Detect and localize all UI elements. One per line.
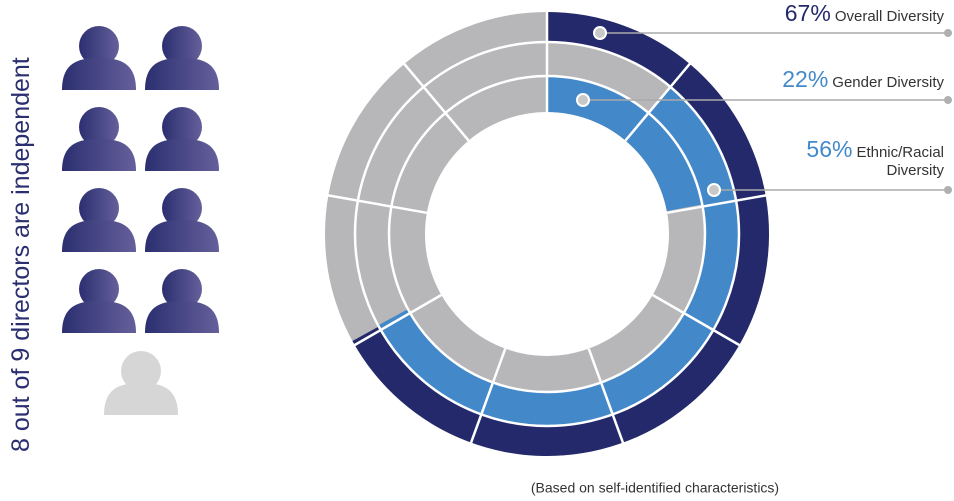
leaders: [576, 26, 952, 197]
person-body: [104, 383, 178, 415]
leader-end: [944, 29, 952, 37]
person-body: [62, 220, 136, 252]
segment-divider: [624, 62, 692, 142]
person-body: [145, 301, 219, 333]
person-head: [79, 188, 119, 228]
directors-caption: 8 out of 9 directors are independent: [7, 57, 35, 452]
person-icon: [104, 351, 178, 415]
person-icon: [62, 269, 136, 333]
person-icon: [145, 188, 219, 252]
ring-label: 56% Ethnic/Racial Diversity: [784, 138, 944, 180]
leader-dot: [576, 93, 590, 107]
person-icon: [145, 26, 219, 90]
caption-text: directors are independent: [7, 57, 35, 341]
person-head: [79, 107, 119, 147]
person-icon: [62, 107, 136, 171]
ring-value-label: 56%: [806, 136, 853, 162]
person-body: [62, 139, 136, 171]
person-icon: [62, 26, 136, 90]
ring-name: Ethnic/Racial Diversity: [856, 144, 944, 179]
segment-divider: [666, 194, 767, 215]
total-count: 9: [7, 348, 35, 362]
ring-label: 67% Overall Diversity: [644, 2, 944, 26]
person-body: [145, 58, 219, 90]
person-icon: [62, 188, 136, 252]
ring-label: 22% Gender Diversity: [644, 68, 944, 92]
person-head: [162, 26, 202, 66]
ring-divider: [353, 40, 741, 428]
person-head: [162, 107, 202, 147]
ring-name: Gender Diversity: [832, 74, 944, 91]
person-body: [145, 139, 219, 171]
caption-text: out of: [7, 369, 35, 432]
leader-end: [944, 96, 952, 104]
person-body: [62, 301, 136, 333]
ring-name: Overall Diversity: [834, 8, 944, 25]
independent-count: 8: [7, 438, 35, 452]
leader-dot: [707, 183, 721, 197]
person-head: [79, 26, 119, 66]
segment-divider: [652, 293, 741, 347]
segment-divider: [327, 194, 428, 215]
person-head: [79, 269, 119, 309]
ring-value-label: 67%: [784, 0, 831, 26]
ring-divider: [387, 74, 707, 394]
donut: [325, 11, 769, 457]
director-icons: [62, 26, 219, 415]
leader-end: [944, 186, 952, 194]
person-head: [121, 351, 161, 391]
person-icon: [145, 269, 219, 333]
person-body: [62, 58, 136, 90]
segment-divider: [469, 348, 507, 444]
segment-divider: [587, 348, 625, 444]
note: (Based on self-identified characteristic…: [531, 480, 779, 496]
segment-divider: [402, 62, 470, 142]
ring-value-label: 22%: [782, 66, 829, 92]
ring-arc: [547, 76, 703, 212]
person-head: [162, 269, 202, 309]
person-head: [162, 188, 202, 228]
person-body: [145, 220, 219, 252]
segment-divider: [353, 293, 442, 347]
person-icon: [145, 107, 219, 171]
leader-dot: [593, 26, 607, 40]
